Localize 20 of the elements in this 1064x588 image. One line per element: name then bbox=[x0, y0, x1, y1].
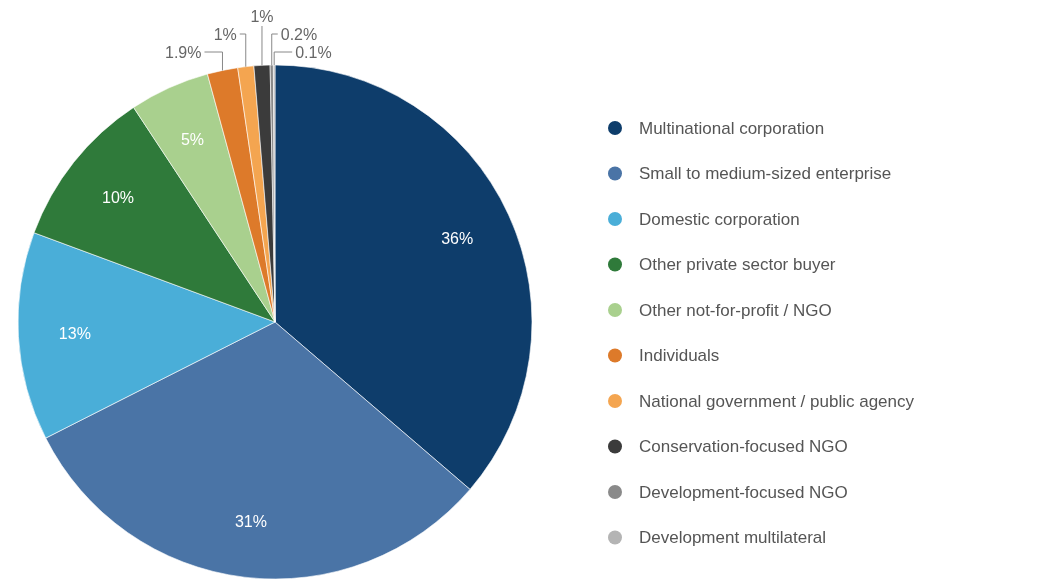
data-label: 0.2% bbox=[280, 25, 318, 43]
legend-label: Multinational corporation bbox=[639, 118, 825, 138]
data-label: 10% bbox=[102, 188, 135, 206]
data-label: 1% bbox=[213, 25, 237, 43]
data-label: 1% bbox=[250, 7, 274, 25]
data-label: 31% bbox=[234, 512, 267, 530]
legend-label: Other not-for-profit / NGO bbox=[639, 300, 832, 320]
data-label: 0.1% bbox=[295, 43, 332, 61]
legend-label: Conservation-focused NGO bbox=[639, 437, 848, 456]
data-label: 13% bbox=[58, 324, 91, 342]
data-label: 5% bbox=[180, 130, 205, 148]
legend-label: Individuals bbox=[639, 346, 720, 365]
legend-label: National government / public agency bbox=[639, 391, 915, 411]
data-label: 36% bbox=[441, 229, 474, 247]
legend-label: Development multilateral bbox=[639, 528, 827, 547]
legend-label: Other private sector buyer bbox=[639, 255, 836, 274]
data-label: 1.9% bbox=[165, 43, 202, 61]
legend-label: Development-focused NGO bbox=[639, 482, 848, 502]
legend-label: Small to medium-sized enterprise bbox=[639, 164, 892, 183]
legend-label: Domestic corporation bbox=[639, 209, 800, 229]
